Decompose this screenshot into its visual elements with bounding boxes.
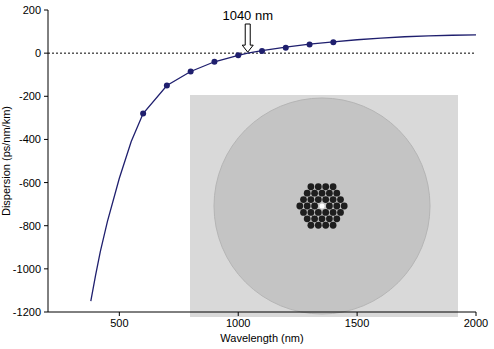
x-axis-title: Wavelength (nm)	[220, 332, 303, 344]
y-tick	[44, 268, 48, 269]
air-hole	[315, 183, 322, 190]
y-tick-label: 0	[35, 47, 41, 59]
air-hole	[319, 215, 326, 222]
y-tick	[44, 10, 48, 11]
y-tick-label: -800	[19, 220, 41, 232]
x-axis	[48, 312, 476, 313]
y-tick	[44, 225, 48, 226]
annotation-label: 1040 nm	[222, 8, 273, 23]
annotation-arrow	[242, 24, 253, 52]
y-tick	[44, 182, 48, 183]
air-hole	[304, 203, 311, 210]
data-point	[164, 83, 170, 89]
air-hole	[315, 196, 322, 203]
x-tick	[357, 312, 358, 316]
fiber-core	[319, 203, 324, 208]
air-hole	[326, 215, 333, 222]
y-tick-label: -600	[19, 177, 41, 189]
air-hole	[330, 222, 337, 229]
air-hole	[308, 209, 315, 216]
air-hole	[326, 190, 333, 197]
x-tick-label: 1000	[226, 317, 250, 329]
air-hole	[330, 183, 337, 190]
y-tick-label: -400	[19, 133, 41, 145]
data-point	[211, 59, 217, 65]
air-hole	[315, 209, 322, 216]
data-point	[307, 42, 313, 48]
data-point	[283, 45, 289, 51]
air-hole	[304, 215, 311, 222]
dispersion-curve	[91, 35, 476, 301]
data-point	[259, 48, 265, 54]
y-tick	[44, 312, 48, 313]
air-hole	[308, 196, 315, 203]
air-hole	[311, 215, 318, 222]
plot-area	[91, 35, 476, 301]
air-hole	[296, 203, 303, 210]
x-tick	[238, 312, 239, 316]
inset-photo	[190, 95, 458, 317]
y-tick	[44, 53, 48, 54]
air-hole	[330, 196, 337, 203]
air-hole	[300, 196, 307, 203]
x-tick-label: 2000	[464, 317, 488, 329]
air-hole	[333, 215, 340, 222]
fiber-cladding	[214, 98, 430, 314]
air-hole	[300, 209, 307, 216]
x-tick	[119, 312, 120, 316]
x-tick-label: 500	[110, 317, 128, 329]
y-axis	[48, 10, 49, 312]
air-hole	[308, 183, 315, 190]
air-hole	[333, 190, 340, 197]
air-hole	[322, 209, 329, 216]
data-point	[330, 39, 336, 45]
air-hole	[337, 196, 344, 203]
y-tick	[44, 96, 48, 97]
chart: -1200 -1000 -800 -600 -400 -200 0 200 500 1000 150…	[0, 0, 494, 349]
y-tick-label: -200	[19, 90, 41, 102]
y-tick	[44, 139, 48, 140]
y-axis-title: Dispersion (ps/nm/km)	[0, 106, 12, 216]
air-hole	[319, 190, 326, 197]
y-tick-label: -1200	[13, 306, 41, 318]
air-hole	[333, 203, 340, 210]
air-hole	[326, 203, 333, 210]
data-point	[188, 68, 194, 74]
y-tick-label: -1000	[13, 263, 41, 275]
air-hole	[341, 203, 348, 210]
air-hole	[322, 196, 329, 203]
air-hole	[322, 222, 329, 229]
air-hole	[337, 209, 344, 216]
inset-background	[190, 95, 458, 317]
y-tick-label: 200	[23, 4, 41, 16]
air-hole	[311, 190, 318, 197]
x-tick	[476, 312, 477, 316]
x-tick-label: 1500	[345, 317, 369, 329]
data-point	[235, 52, 241, 58]
air-hole	[330, 209, 337, 216]
air-hole	[322, 183, 329, 190]
arrow-shape	[242, 24, 253, 52]
air-hole	[315, 222, 322, 229]
air-hole	[311, 203, 318, 210]
air-hole	[304, 190, 311, 197]
data-point	[140, 111, 146, 117]
air-hole	[308, 222, 315, 229]
